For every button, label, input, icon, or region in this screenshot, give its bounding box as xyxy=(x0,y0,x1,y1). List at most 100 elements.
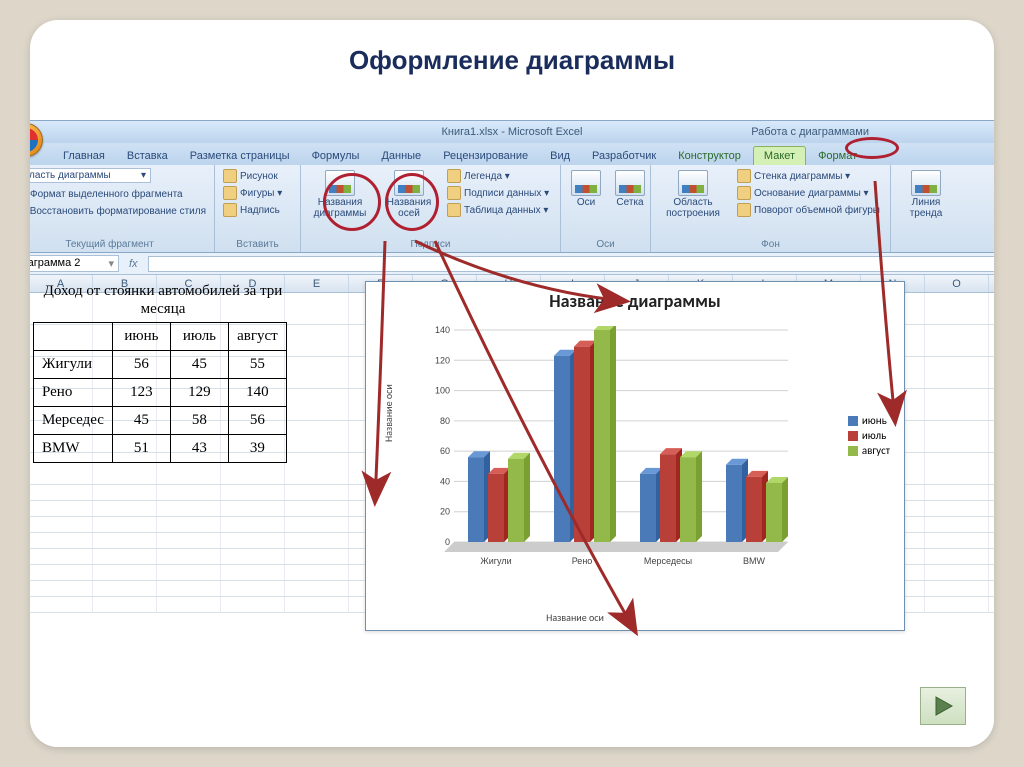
tab-Разметка страницы[interactable]: Разметка страницы xyxy=(180,147,300,165)
svg-text:20: 20 xyxy=(440,507,450,517)
cell[interactable] xyxy=(285,421,349,452)
chart-title[interactable]: Название диаграммы xyxy=(366,282,904,316)
cell[interactable] xyxy=(285,533,349,548)
col-header-O[interactable]: O xyxy=(925,275,989,292)
cell[interactable] xyxy=(221,485,285,500)
cell[interactable] xyxy=(285,357,349,388)
background-item[interactable]: Основание диаграммы ▾ xyxy=(735,185,882,201)
chart-object[interactable]: Название диаграммы Название оси 02040608… xyxy=(365,281,905,631)
cell[interactable] xyxy=(925,485,989,500)
chart-area-dropdown[interactable]: Область диаграммы ▾ xyxy=(30,168,151,183)
cell[interactable] xyxy=(30,485,93,500)
cell[interactable] xyxy=(93,501,157,516)
name-box[interactable]: Диаграмма 2 ▾ xyxy=(30,255,119,272)
cell[interactable] xyxy=(93,485,157,500)
cell[interactable] xyxy=(157,597,221,612)
insert-item[interactable]: Фигуры ▾ xyxy=(221,185,284,201)
labels-item[interactable]: Таблица данных ▾ xyxy=(445,202,551,218)
cell[interactable] xyxy=(285,549,349,564)
cell[interactable] xyxy=(285,581,349,596)
cell[interactable] xyxy=(285,565,349,580)
insert-item[interactable]: Надпись xyxy=(221,202,284,218)
chart-title-button[interactable]: Названия диаграммы xyxy=(307,168,373,221)
cell[interactable] xyxy=(221,565,285,580)
cell[interactable] xyxy=(221,549,285,564)
gridlines-button[interactable]: Сетка xyxy=(611,168,649,210)
cell[interactable] xyxy=(30,597,93,612)
cell[interactable] xyxy=(221,517,285,532)
reset-style-button[interactable]: Восстановить форматирование стиля xyxy=(30,203,208,219)
cell[interactable] xyxy=(925,421,989,452)
background-item[interactable]: Поворот объемной фигуры xyxy=(735,202,882,218)
cell[interactable] xyxy=(925,549,989,564)
cell[interactable] xyxy=(157,549,221,564)
cell[interactable] xyxy=(285,453,349,484)
y-axis-title[interactable]: Название оси xyxy=(382,384,395,442)
cell[interactable] xyxy=(285,501,349,516)
cell[interactable] xyxy=(221,581,285,596)
col-header-E[interactable]: E xyxy=(285,275,349,292)
cell[interactable] xyxy=(925,533,989,548)
cell[interactable] xyxy=(925,453,989,484)
cell[interactable] xyxy=(925,293,989,324)
tab-Вставка[interactable]: Вставка xyxy=(117,147,178,165)
background-item[interactable]: Стенка диаграммы ▾ xyxy=(735,168,882,184)
cell[interactable] xyxy=(925,389,989,420)
cell[interactable] xyxy=(93,533,157,548)
tab-Разработчик[interactable]: Разработчик xyxy=(582,147,666,165)
cell[interactable] xyxy=(157,565,221,580)
cell[interactable] xyxy=(93,581,157,596)
cell[interactable] xyxy=(925,501,989,516)
cell[interactable] xyxy=(93,597,157,612)
tab-Вид[interactable]: Вид xyxy=(540,147,580,165)
cell[interactable] xyxy=(93,565,157,580)
cell[interactable] xyxy=(157,533,221,548)
tab-Макет[interactable]: Макет xyxy=(753,146,806,165)
cell[interactable] xyxy=(925,581,989,596)
cell[interactable] xyxy=(30,533,93,548)
cell[interactable] xyxy=(285,485,349,500)
cell[interactable] xyxy=(925,325,989,356)
cell[interactable] xyxy=(157,485,221,500)
tab-Рецензирование[interactable]: Рецензирование xyxy=(433,147,538,165)
x-axis-title[interactable]: Название оси xyxy=(366,611,784,624)
format-selection-button[interactable]: Формат выделенного фрагмента xyxy=(30,186,208,202)
axis-titles-button[interactable]: Названия осей xyxy=(379,168,439,221)
cell[interactable] xyxy=(221,501,285,516)
next-slide-button[interactable] xyxy=(920,687,966,725)
cell[interactable] xyxy=(30,581,93,596)
trendline-button[interactable]: Линия тренда xyxy=(897,168,955,221)
tab-Конструктор[interactable]: Конструктор xyxy=(668,147,751,165)
cell[interactable] xyxy=(221,597,285,612)
tab-Главная[interactable]: Главная xyxy=(53,147,115,165)
cell[interactable] xyxy=(157,517,221,532)
cell[interactable] xyxy=(93,549,157,564)
tab-Данные[interactable]: Данные xyxy=(371,147,431,165)
cell[interactable] xyxy=(925,357,989,388)
cell[interactable] xyxy=(30,501,93,516)
cell[interactable] xyxy=(30,549,93,564)
cell[interactable] xyxy=(285,389,349,420)
tab-Формулы[interactable]: Формулы xyxy=(302,147,370,165)
cell[interactable] xyxy=(925,565,989,580)
plot-area-button[interactable]: Область построения xyxy=(657,168,729,221)
cell[interactable] xyxy=(925,597,989,612)
cell[interactable] xyxy=(285,293,349,324)
axes-button[interactable]: Оси xyxy=(567,168,605,210)
chart-legend[interactable]: июньиюльавгуст xyxy=(848,412,890,459)
labels-item[interactable]: Подписи данных ▾ xyxy=(445,185,551,201)
labels-item[interactable]: Легенда ▾ xyxy=(445,168,551,184)
cell[interactable] xyxy=(157,501,221,516)
cell[interactable] xyxy=(221,533,285,548)
cell[interactable] xyxy=(30,517,93,532)
insert-item[interactable]: Рисунок xyxy=(221,168,284,184)
cell[interactable] xyxy=(285,597,349,612)
formula-bar[interactable] xyxy=(148,256,994,272)
cell[interactable] xyxy=(925,517,989,532)
cell[interactable] xyxy=(285,325,349,356)
cell[interactable] xyxy=(30,565,93,580)
tab-Формат[interactable]: Формат xyxy=(808,147,867,165)
cell[interactable] xyxy=(93,517,157,532)
cell[interactable] xyxy=(157,581,221,596)
cell[interactable] xyxy=(285,517,349,532)
